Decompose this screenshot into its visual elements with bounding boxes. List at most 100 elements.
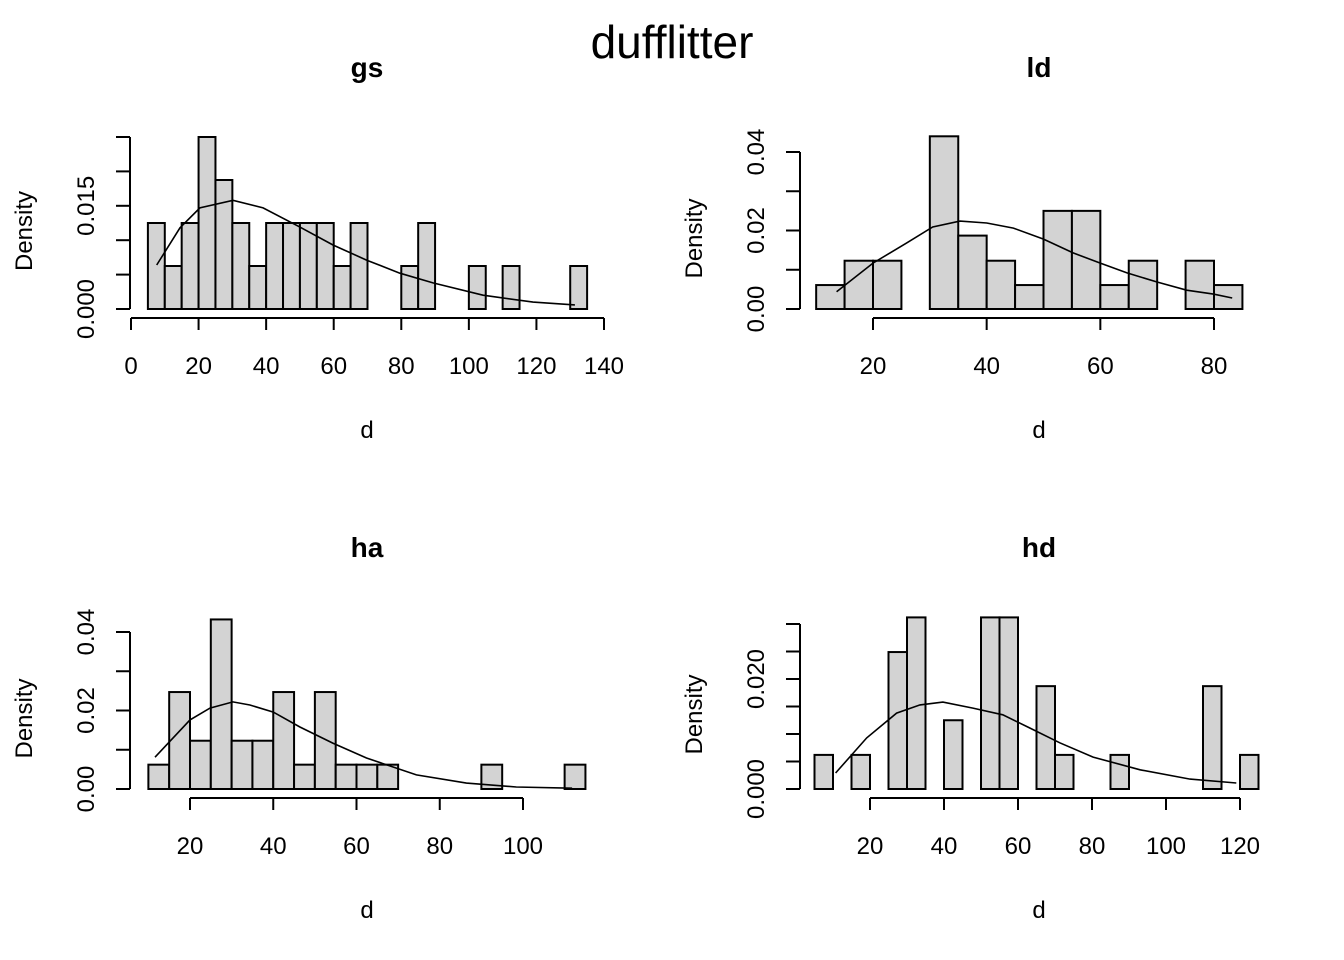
x-axis-label: d: [360, 897, 373, 924]
histogram-bar: [147, 763, 171, 790]
y-tick-label: 0.020: [743, 649, 770, 709]
histogram-bar: [480, 763, 504, 790]
histogram-bar: [928, 135, 960, 310]
x-tick-label: 20: [177, 833, 204, 860]
density-curve: [154, 701, 573, 789]
histogram-bar: [1042, 209, 1073, 310]
x-tick-label: 60: [1087, 353, 1114, 380]
histogram-bar: [400, 265, 420, 310]
histogram-bar: [1109, 753, 1130, 791]
density-curve: [835, 701, 1237, 784]
x-tick-label: 60: [320, 353, 347, 380]
x-tick-label: 80: [388, 353, 415, 380]
histogram-bar: [355, 763, 379, 790]
histogram-bar: [980, 616, 1001, 791]
histogram-bar: [248, 265, 268, 310]
y-tick-label: 0.02: [743, 207, 770, 254]
x-tick-label: 80: [426, 833, 453, 860]
histogram-bar: [214, 179, 234, 310]
y-tick-label: 0.02: [73, 687, 100, 734]
histogram-bar: [1202, 685, 1223, 791]
histogram-bar: [887, 651, 908, 790]
histogram-bar: [1014, 284, 1045, 310]
histogram-bar: [209, 618, 233, 790]
figure-title: dufflitter: [591, 16, 754, 68]
x-tick-label: 100: [1146, 833, 1186, 860]
histogram-bar: [957, 234, 988, 310]
histogram-bar: [850, 753, 871, 791]
histogram-bar: [501, 265, 521, 310]
panel-ha: ha 20 40 60 80 100 0.00 0.02 0.04 d Density: [11, 532, 587, 924]
x-tick-label: 120: [1220, 833, 1260, 860]
x-tick-label: 140: [584, 353, 624, 380]
histogram-bar: [349, 222, 369, 310]
panel-gs: gs 0 20 40 60 80 100 120 140 0.000 0.015 d Density: [11, 52, 624, 444]
x-tick-label: 40: [973, 353, 1000, 380]
histogram-bar: [298, 222, 318, 310]
histogram-bar: [146, 222, 166, 310]
histogram-bar: [313, 691, 337, 790]
histogram-bar: [906, 616, 927, 791]
x-tick-label: 0: [124, 353, 137, 380]
histogram-bar: [168, 691, 191, 790]
histogram-bar: [265, 222, 285, 310]
histogram-bar: [1127, 259, 1159, 311]
density-curve: [836, 220, 1233, 299]
x-tick-label: 60: [1005, 833, 1032, 860]
x-axis-label: d: [360, 417, 373, 444]
histogram-bar: [334, 763, 358, 790]
histogram-bar: [872, 259, 903, 311]
x-tick-label: 100: [449, 353, 489, 380]
histogram-bar: [315, 222, 335, 310]
histogram-bar: [272, 691, 296, 790]
histogram-bar: [230, 739, 254, 790]
panel-title: gs: [351, 52, 384, 83]
panel-ld: ld 20 40 60 80 0.00 0.02 0.04 d Density: [681, 52, 1244, 444]
y-axis-label: Density: [681, 198, 708, 278]
panel-title: ha: [351, 532, 384, 563]
panel-hd: hd 20 40 60 80 100 120 0.000 0.020 d Density: [681, 532, 1260, 924]
y-tick-label: 0.000: [73, 279, 100, 339]
y-axis-label: Density: [11, 678, 38, 758]
histogram-bar: [189, 739, 212, 790]
x-tick-label: 40: [931, 833, 958, 860]
y-tick-label: 0.00: [743, 286, 770, 333]
histogram-bar: [417, 222, 437, 310]
panel-title: ld: [1027, 52, 1052, 83]
histogram-bar: [467, 265, 487, 310]
x-tick-label: 60: [343, 833, 370, 860]
x-tick-label: 20: [860, 353, 887, 380]
histogram-bar: [1070, 209, 1102, 310]
histogram-bar: [251, 739, 275, 790]
y-tick-label: 0.04: [743, 129, 770, 176]
histogram-bar: [1239, 753, 1260, 791]
x-tick-label: 120: [516, 353, 556, 380]
x-tick-label: 80: [1079, 833, 1106, 860]
histogram-bar: [332, 265, 352, 310]
histogram-bar: [1184, 259, 1216, 311]
histogram-bar: [231, 222, 251, 310]
histogram-bar: [998, 616, 1019, 791]
histogram-bar: [282, 222, 301, 310]
histogram-bar: [197, 136, 217, 310]
x-tick-label: 40: [253, 353, 280, 380]
histogram-bar: [569, 265, 589, 310]
histogram-bar: [1035, 685, 1056, 791]
x-axis-label: d: [1032, 417, 1045, 444]
x-axis-label: d: [1032, 897, 1045, 924]
histogram-bar: [563, 763, 587, 790]
histogram-bar: [1099, 284, 1130, 310]
y-tick-label: 0.015: [73, 176, 100, 236]
histogram-bar: [813, 753, 834, 791]
y-tick-label: 0.000: [743, 759, 770, 819]
histogram-bar: [180, 222, 200, 310]
histogram-bar: [943, 719, 964, 790]
histogram-bar: [843, 259, 874, 311]
density-curve: [156, 199, 575, 306]
histogram-bar: [163, 265, 183, 310]
x-tick-label: 20: [857, 833, 884, 860]
histogram-bar: [985, 259, 1017, 311]
y-axis-label: Density: [11, 191, 38, 271]
y-tick-label: 0.00: [73, 766, 100, 813]
